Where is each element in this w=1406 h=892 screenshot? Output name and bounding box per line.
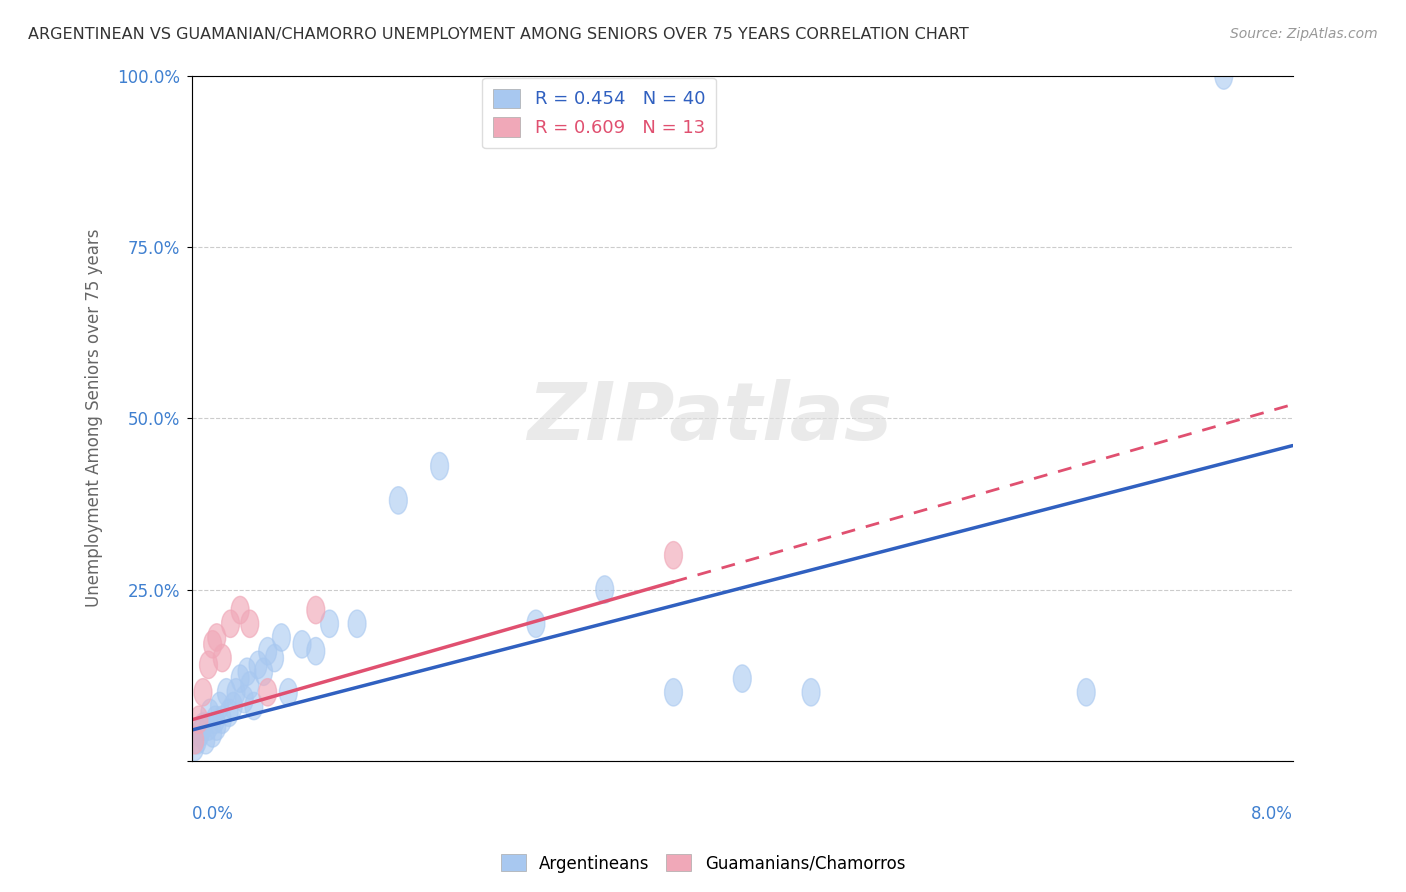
Ellipse shape (430, 452, 449, 480)
Ellipse shape (200, 651, 218, 679)
Ellipse shape (665, 679, 682, 706)
Ellipse shape (527, 610, 546, 638)
Ellipse shape (208, 713, 226, 740)
Ellipse shape (194, 713, 212, 740)
Ellipse shape (225, 692, 242, 720)
Ellipse shape (207, 706, 225, 733)
Ellipse shape (231, 665, 249, 692)
Ellipse shape (222, 610, 239, 638)
Ellipse shape (194, 679, 212, 706)
Text: 0.0%: 0.0% (193, 805, 233, 823)
Text: ZIPatlas: ZIPatlas (527, 379, 891, 458)
Ellipse shape (245, 692, 263, 720)
Ellipse shape (186, 727, 204, 754)
Ellipse shape (188, 727, 207, 754)
Ellipse shape (240, 610, 259, 638)
Text: Source: ZipAtlas.com: Source: ZipAtlas.com (1230, 27, 1378, 41)
Ellipse shape (389, 487, 408, 514)
Ellipse shape (221, 699, 238, 727)
Ellipse shape (214, 644, 231, 672)
Ellipse shape (321, 610, 339, 638)
Ellipse shape (1077, 679, 1095, 706)
Ellipse shape (307, 597, 325, 624)
Ellipse shape (307, 638, 325, 665)
Ellipse shape (254, 658, 273, 685)
Ellipse shape (292, 631, 311, 658)
Ellipse shape (211, 692, 228, 720)
Ellipse shape (204, 720, 222, 747)
Ellipse shape (240, 672, 259, 699)
Ellipse shape (259, 679, 277, 706)
Ellipse shape (803, 679, 820, 706)
Ellipse shape (235, 685, 253, 713)
Ellipse shape (197, 727, 215, 754)
Text: ARGENTINEAN VS GUAMANIAN/CHAMORRO UNEMPLOYMENT AMONG SENIORS OVER 75 YEARS CORRE: ARGENTINEAN VS GUAMANIAN/CHAMORRO UNEMPL… (28, 27, 969, 42)
Ellipse shape (231, 597, 249, 624)
Ellipse shape (266, 644, 284, 672)
Ellipse shape (214, 706, 231, 733)
Ellipse shape (1215, 62, 1233, 89)
Ellipse shape (191, 720, 209, 747)
Ellipse shape (259, 638, 277, 665)
Ellipse shape (218, 679, 235, 706)
Text: 8.0%: 8.0% (1251, 805, 1292, 823)
Y-axis label: Unemployment Among Seniors over 75 years: Unemployment Among Seniors over 75 years (86, 229, 103, 607)
Ellipse shape (190, 706, 208, 733)
Ellipse shape (734, 665, 751, 692)
Ellipse shape (228, 679, 245, 706)
Ellipse shape (249, 651, 267, 679)
Ellipse shape (238, 658, 256, 685)
Ellipse shape (201, 699, 219, 727)
Ellipse shape (665, 541, 682, 569)
Ellipse shape (208, 624, 226, 651)
Ellipse shape (596, 576, 613, 603)
Ellipse shape (200, 713, 218, 740)
Legend: R = 0.454   N = 40, R = 0.609   N = 13: R = 0.454 N = 40, R = 0.609 N = 13 (482, 78, 716, 148)
Ellipse shape (280, 679, 297, 706)
Ellipse shape (273, 624, 291, 651)
Legend: Argentineans, Guamanians/Chamorros: Argentineans, Guamanians/Chamorros (494, 847, 912, 880)
Ellipse shape (186, 733, 204, 761)
Ellipse shape (204, 631, 222, 658)
Ellipse shape (349, 610, 366, 638)
